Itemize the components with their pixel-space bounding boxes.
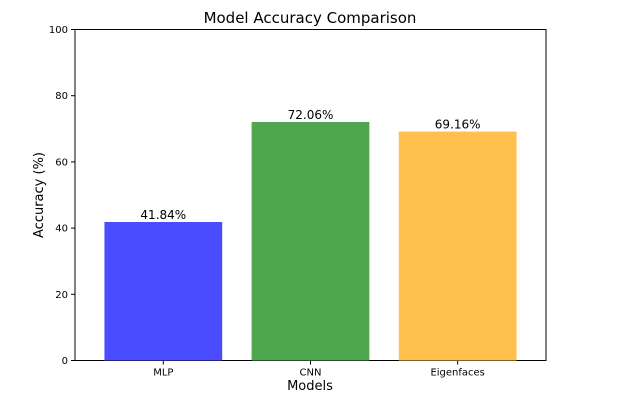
y-tick-label: 40 — [55, 224, 68, 235]
x-axis: MLP CNN Eigenfaces — [153, 360, 485, 379]
bar-value-label: 69.16% — [435, 118, 481, 132]
y-axis-label: Accuracy (%) — [32, 152, 47, 238]
y-tick-label: 60 — [55, 157, 68, 168]
y-axis: 0 20 40 60 80 100 — [49, 25, 75, 367]
bar-mlp — [104, 222, 223, 361]
x-tick-label: CNN — [300, 368, 322, 379]
bar-value-label: 72.06% — [288, 108, 334, 122]
x-tick-label: MLP — [153, 368, 173, 379]
chart-title: Model Accuracy Comparison — [204, 9, 417, 27]
bar-value-labels: 41.84% 72.06% 69.16% — [140, 108, 480, 222]
y-tick-label: 0 — [62, 356, 68, 367]
y-tick-label: 20 — [55, 290, 68, 301]
y-tick-label: 100 — [49, 25, 68, 36]
y-tick-label: 80 — [55, 91, 68, 102]
bars — [104, 121, 517, 361]
bar-eigenfaces — [398, 131, 517, 361]
bar-value-label: 41.84% — [140, 208, 186, 222]
bar-cnn — [251, 121, 370, 361]
x-tick-label: Eigenfaces — [430, 368, 484, 379]
x-axis-label: Models — [287, 379, 333, 394]
